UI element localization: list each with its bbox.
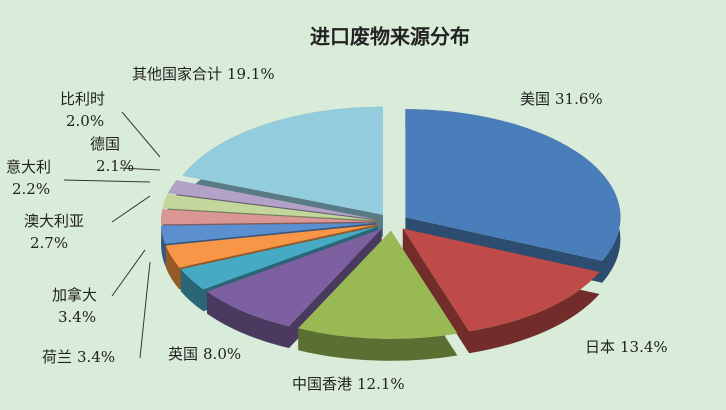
value-label: 31.6% — [555, 90, 603, 108]
leader-line — [139, 261, 151, 359]
value-label: 12.1% — [357, 375, 405, 393]
leader-line — [111, 195, 151, 223]
leader-line — [63, 179, 151, 183]
value-label: 3.4% — [77, 348, 115, 366]
slice — [182, 106, 383, 215]
leader-lines — [63, 111, 161, 359]
category-label: 其他国家合计 — [132, 65, 222, 83]
slice — [168, 180, 377, 220]
slice — [405, 109, 621, 261]
slice — [165, 224, 377, 268]
value-label: 3.4% — [58, 308, 96, 326]
data-label: 意大利 2.2% — [6, 158, 51, 198]
data-label: 日本 13.4% — [585, 338, 668, 356]
value-label: 13.4% — [620, 338, 668, 356]
data-label: 澳大利亚 2.7% — [24, 212, 84, 252]
slice — [402, 228, 600, 332]
chart-title: 进口废物来源分布 — [310, 25, 470, 49]
category-label: 意大利 — [6, 158, 51, 176]
category-label: 荷兰 — [42, 348, 72, 366]
value-label: 2.2% — [12, 180, 50, 198]
category-label: 比利时 — [60, 90, 105, 108]
value-label: 8.0% — [203, 345, 241, 363]
category-label: 加拿大 — [52, 286, 97, 304]
data-label: 其他国家合计 19.1% — [132, 65, 275, 83]
data-label: 美国 31.6% — [520, 90, 603, 108]
category-label: 德国 — [90, 135, 120, 153]
slice — [161, 209, 377, 225]
data-label: 中国香港 12.1% — [292, 375, 405, 393]
slice — [298, 230, 458, 339]
data-label: 英国 8.0% — [168, 345, 241, 363]
leader-line — [121, 111, 161, 158]
category-label: 日本 — [585, 338, 615, 356]
value-label: 2.7% — [30, 234, 68, 252]
slice — [162, 194, 377, 221]
slice — [180, 226, 379, 290]
pie — [161, 106, 621, 361]
value-label: 19.1% — [227, 65, 275, 83]
leader-line — [111, 249, 146, 297]
slice — [206, 228, 382, 327]
data-label: 加拿大 3.4% — [52, 286, 97, 326]
leader-line — [119, 167, 161, 171]
category-label: 美国 — [520, 90, 550, 108]
data-label: 德国 2.1% — [90, 135, 134, 175]
slice — [161, 222, 377, 244]
value-label: 2.1% — [96, 157, 134, 175]
category-label: 澳大利亚 — [24, 212, 84, 230]
data-label: 荷兰 3.4% — [42, 348, 115, 366]
category-label: 中国香港 — [292, 375, 352, 393]
category-label: 英国 — [168, 345, 198, 363]
data-label: 比利时 2.0% — [60, 90, 105, 130]
value-label: 2.0% — [66, 112, 104, 130]
